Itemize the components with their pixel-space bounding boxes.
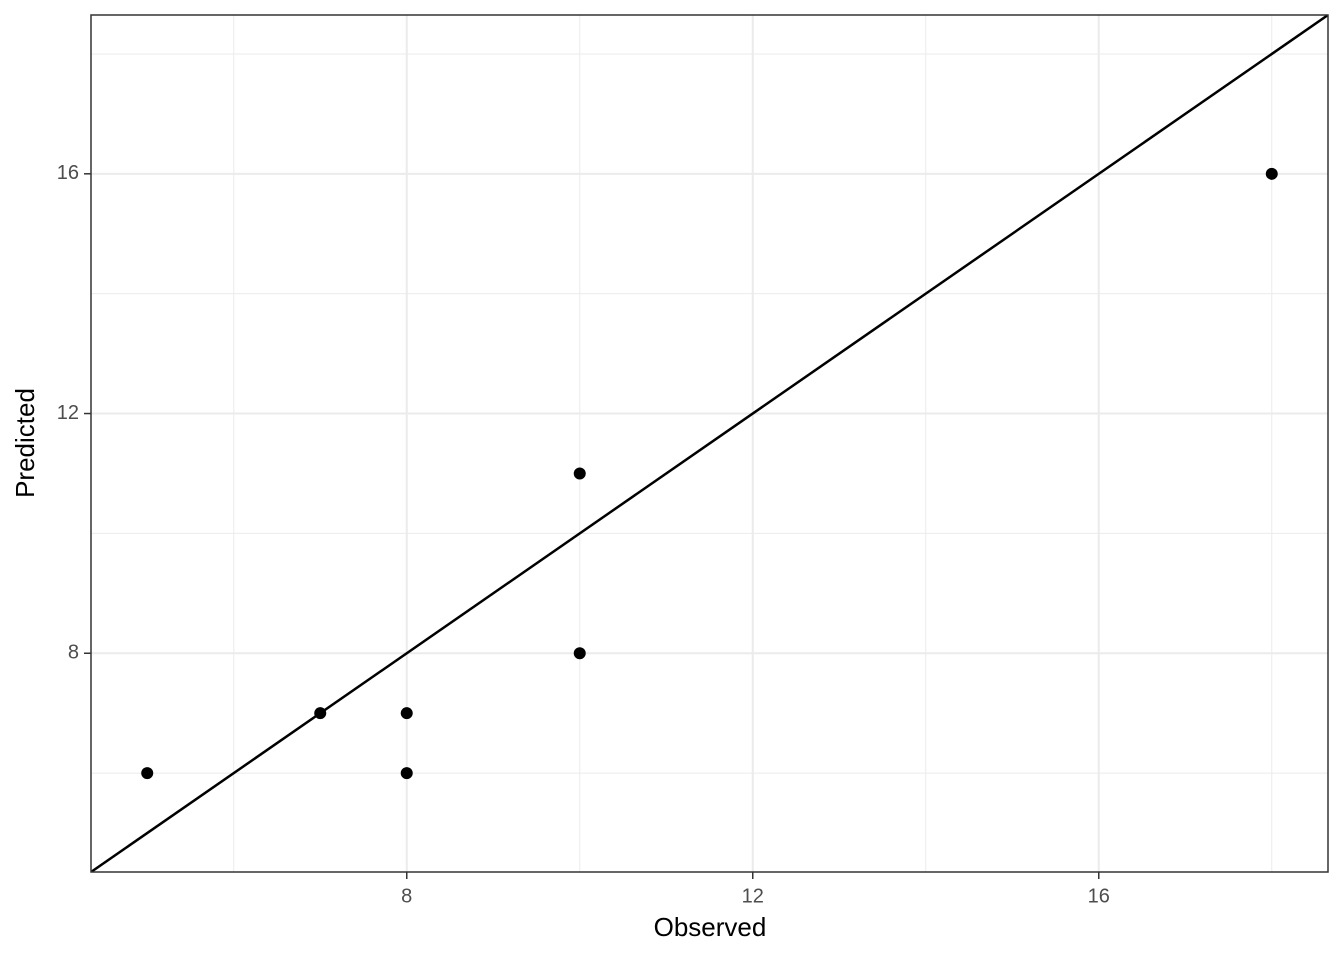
reference-line [91,15,1328,872]
x-tick-label: 12 [742,885,764,907]
y-tick-label: 8 [68,642,79,664]
y-tick-label: 16 [57,162,79,184]
x-tick-label: 8 [401,885,412,907]
x-axis-title: Observed [654,912,767,942]
point [141,767,154,780]
y-axis-title: Predicted [10,388,40,498]
point [400,707,413,720]
point [314,707,327,720]
point [1265,167,1278,180]
point [573,647,586,660]
grid [91,15,1328,872]
axes: 8 12 16 8 12 16 [57,162,1110,907]
panel-border [90,14,1329,873]
y-tick-label: 12 [57,402,79,424]
point [400,767,413,780]
x-tick-label: 16 [1088,885,1110,907]
plot-area [91,15,1328,872]
point [573,467,586,480]
